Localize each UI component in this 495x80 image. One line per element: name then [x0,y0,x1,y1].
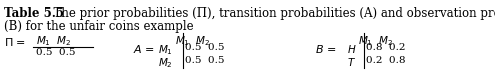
Text: Table 5.5: Table 5.5 [4,7,64,20]
Text: $M_1$: $M_1$ [158,43,173,57]
Text: 0.5  0.5: 0.5 0.5 [36,48,76,57]
Text: $M_1$  $M_2$: $M_1$ $M_2$ [358,34,393,48]
Text: $H$: $H$ [347,43,356,55]
Text: $M_1$  $M_2$: $M_1$ $M_2$ [36,34,71,48]
Text: $\it{A}$ =: $\it{A}$ = [133,43,155,55]
Text: $M_1$  $M_2$: $M_1$ $M_2$ [175,34,210,48]
Text: 0.5  0.5: 0.5 0.5 [185,43,225,52]
Text: The prior probabilities (Π), transition probabilities (A) and observation probab: The prior probabilities (Π), transition … [46,7,495,20]
Text: 0.2  0.8: 0.2 0.8 [366,56,405,65]
Text: 0.8  0.2: 0.8 0.2 [366,43,405,52]
Text: $M_2$: $M_2$ [158,56,173,70]
Text: 0.5  0.5: 0.5 0.5 [185,56,225,65]
Text: $T$: $T$ [347,56,356,68]
Text: (B) for the unfair coins example: (B) for the unfair coins example [4,20,194,33]
Text: $\it{\Pi}$ =: $\it{\Pi}$ = [4,36,26,48]
Text: $\it{B}$ =: $\it{B}$ = [315,43,336,55]
